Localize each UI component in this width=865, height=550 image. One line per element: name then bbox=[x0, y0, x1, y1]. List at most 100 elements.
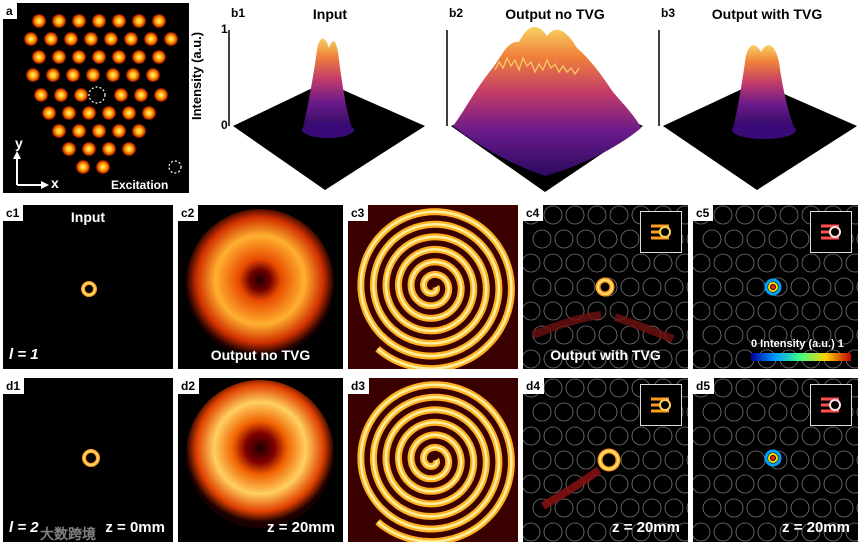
waveguide-outline bbox=[757, 301, 777, 321]
waveguide-outline bbox=[523, 474, 541, 494]
waveguide-spot bbox=[53, 87, 69, 103]
waveguide-outline bbox=[653, 426, 673, 446]
waveguide-spot bbox=[81, 141, 97, 157]
panel-tag-b2: b2 bbox=[449, 6, 464, 20]
waveguide-spot bbox=[143, 31, 159, 47]
ytick-1: 1 bbox=[221, 22, 228, 36]
waveguide-outline bbox=[620, 450, 640, 470]
waveguide-outline bbox=[834, 498, 854, 518]
panel-c2: c2 Output no TVG bbox=[178, 205, 343, 369]
waveguide-outline bbox=[693, 522, 711, 542]
d4-inset bbox=[640, 384, 682, 426]
waveguide-outline bbox=[768, 498, 788, 518]
waveguide-outline bbox=[686, 503, 688, 513]
waveguide-spot bbox=[23, 31, 39, 47]
waveguide-spot bbox=[131, 123, 147, 139]
waveguide-outline bbox=[746, 229, 766, 249]
waveguide-spot bbox=[61, 105, 77, 121]
waveguide-outline bbox=[587, 205, 607, 225]
waveguide-outline bbox=[812, 277, 832, 297]
waveguide-spot bbox=[71, 49, 87, 65]
waveguide-outline bbox=[675, 522, 688, 542]
waveguide-spot bbox=[41, 105, 57, 121]
panel-tag-d2: d2 bbox=[178, 378, 200, 394]
panel-tag-d3: d3 bbox=[348, 378, 370, 394]
waveguide-spot bbox=[31, 13, 47, 29]
waveguide-outline bbox=[702, 229, 722, 249]
waveguide-outline bbox=[543, 301, 563, 321]
waveguide-outline bbox=[724, 402, 744, 422]
waveguide-outline bbox=[757, 378, 777, 398]
waveguide-outline bbox=[631, 426, 651, 446]
d5-z-label: z = 20mm bbox=[782, 519, 850, 536]
waveguide-outline bbox=[631, 522, 651, 542]
waveguide-spot bbox=[111, 123, 127, 139]
waveguide-spot bbox=[91, 123, 107, 139]
waveguide-outline bbox=[532, 277, 552, 297]
waveguide-outline bbox=[523, 349, 541, 369]
waveguide-outline bbox=[653, 301, 673, 321]
waveguide-spot bbox=[71, 123, 87, 139]
waveguide-spot bbox=[45, 67, 61, 83]
waveguide-outline bbox=[543, 378, 563, 398]
c5-inset bbox=[810, 211, 852, 253]
b1-peak bbox=[303, 38, 353, 130]
waveguide-outline bbox=[532, 450, 552, 470]
waveguide-outline bbox=[693, 426, 711, 446]
waveguide-outline bbox=[576, 402, 596, 422]
waveguide-outline bbox=[823, 426, 843, 446]
waveguide-outline bbox=[856, 330, 858, 340]
panel-tag-a: a bbox=[3, 3, 17, 19]
waveguide-outline bbox=[790, 325, 810, 345]
waveguide-spot bbox=[131, 49, 147, 65]
waveguide-spot bbox=[101, 141, 117, 157]
waveguide-spot bbox=[101, 105, 117, 121]
panel-a-lattice: a y x Excitation bbox=[3, 3, 189, 193]
waveguide-outline bbox=[757, 253, 777, 273]
panel-d2: d2 z = 20mm bbox=[178, 378, 343, 542]
waveguide-outline bbox=[856, 282, 858, 292]
waveguide-outline bbox=[845, 301, 858, 321]
waveguide-outline bbox=[757, 426, 777, 446]
waveguide-outline bbox=[565, 378, 585, 398]
waveguide-outline bbox=[735, 474, 755, 494]
waveguide-outline bbox=[609, 378, 629, 398]
waveguide-outline bbox=[653, 474, 673, 494]
waveguide-outline bbox=[686, 330, 688, 340]
waveguide-outline bbox=[609, 474, 629, 494]
c1-oam-label: l = 1 bbox=[9, 346, 39, 363]
waveguide-outline bbox=[642, 277, 662, 297]
waveguide-outline bbox=[631, 349, 651, 369]
waveguide-outline bbox=[801, 522, 821, 542]
panel-tag-b3: b3 bbox=[661, 6, 676, 20]
waveguide-outline bbox=[735, 378, 755, 398]
waveguide-outline bbox=[543, 205, 563, 225]
waveguide-outline bbox=[856, 407, 858, 417]
waveguide-outline bbox=[693, 349, 711, 369]
waveguide-outline bbox=[609, 522, 629, 542]
waveguide-outline bbox=[565, 349, 585, 369]
d1-image bbox=[82, 449, 100, 467]
waveguide-outline bbox=[746, 498, 766, 518]
waveguide-outline bbox=[823, 522, 843, 542]
waveguide-outline bbox=[812, 325, 832, 345]
waveguide-outline bbox=[609, 426, 629, 446]
panel-c1: c1 Input l = 1 bbox=[3, 205, 173, 369]
waveguide-outline bbox=[576, 498, 596, 518]
waveguide-outline bbox=[757, 205, 777, 225]
waveguide-outline bbox=[565, 522, 585, 542]
waveguide-spot bbox=[71, 13, 87, 29]
waveguide-spot bbox=[61, 141, 77, 157]
spiral-fringe bbox=[359, 210, 513, 369]
waveguide-outline bbox=[724, 450, 744, 470]
waveguide-outline bbox=[693, 474, 711, 494]
d4-image bbox=[523, 378, 688, 542]
waveguide-outline bbox=[801, 301, 821, 321]
waveguide-spot bbox=[105, 67, 121, 83]
waveguide-outline bbox=[598, 325, 618, 345]
ytick-0: 0 bbox=[221, 118, 228, 132]
waveguide-outline bbox=[554, 450, 574, 470]
waveguide-outline bbox=[845, 426, 858, 446]
b3-peak bbox=[733, 45, 795, 130]
d2-image bbox=[186, 380, 334, 528]
